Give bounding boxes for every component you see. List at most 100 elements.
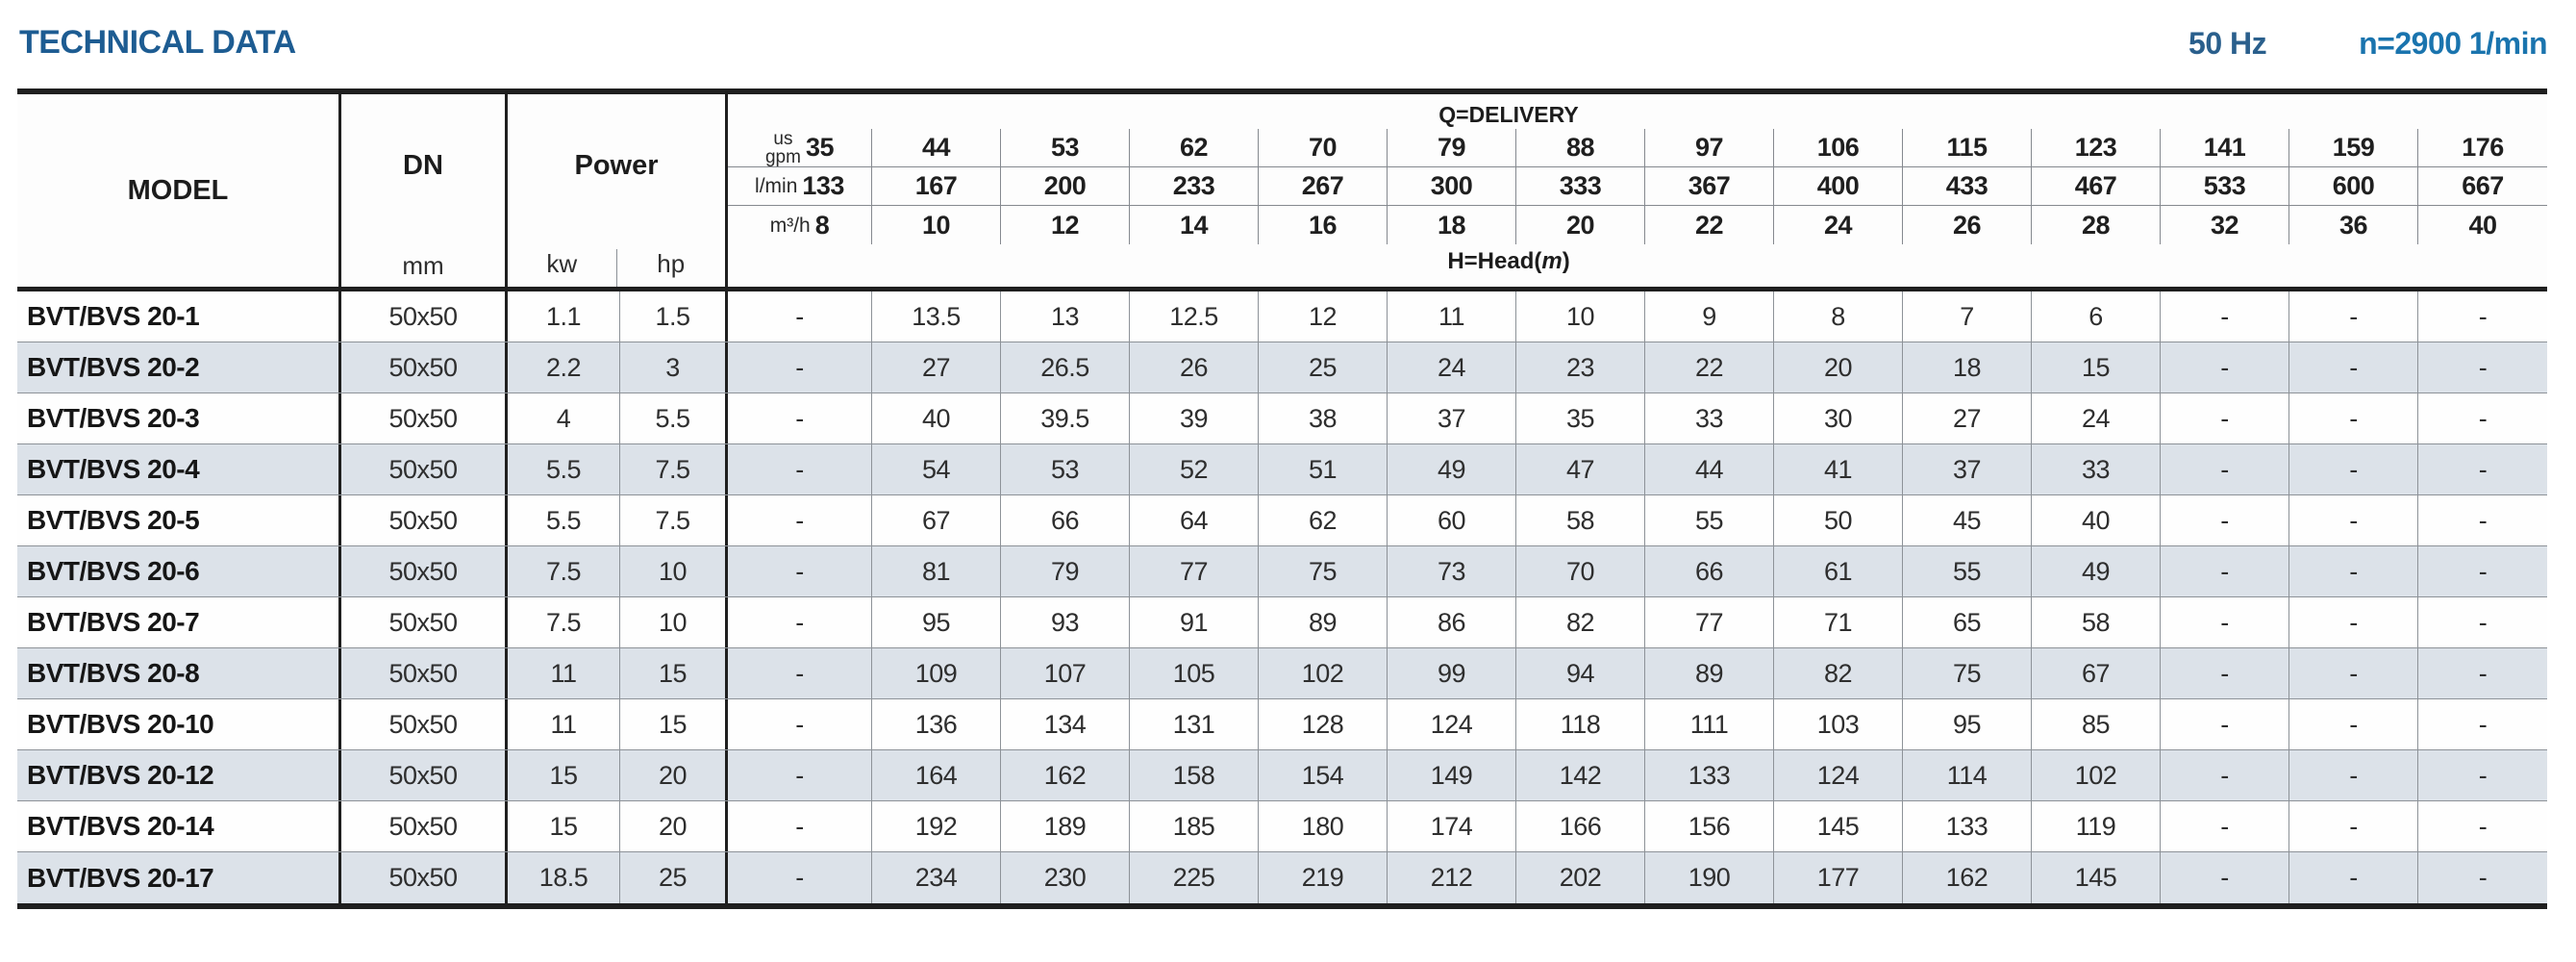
delivery-value: 12 (1050, 210, 1080, 240)
head-value-cell: 38 (1259, 393, 1388, 443)
head-value-cell: 58 (2032, 597, 2161, 647)
head-value-cell: - (2478, 760, 2488, 790)
delivery-value: 44 (921, 133, 951, 162)
unit-label: m³/h (769, 214, 811, 237)
delivery-header-cell: 600 (2289, 167, 2418, 205)
head-unit-label: H=Head(m) (1447, 248, 1570, 274)
head-value-cell: - (2289, 852, 2418, 903)
dn-cell: 50x50 (341, 342, 508, 392)
dn-cell: 50x50 (341, 699, 508, 749)
power-hp-cell: 25 (620, 852, 728, 903)
head-value-cell: 133 (1903, 801, 2032, 851)
model-cell: BVT/BVS 20-7 (17, 597, 341, 647)
head-value-cell: 158 (1130, 750, 1259, 800)
head-value-cell: 54 (872, 444, 1001, 494)
frequency-label: 50 Hz (2188, 26, 2267, 61)
delivery-header-cell: 267 (1259, 167, 1388, 205)
delivery-header-cell: 233 (1130, 167, 1259, 205)
delivery-header-cell: 62 (1130, 129, 1259, 166)
head-value-cell: 26 (1130, 342, 1259, 392)
head-value-cell: 64 (1130, 495, 1259, 545)
head-value-cell: - (728, 495, 872, 545)
delivery-row-m3h: m³/h 8 10 12 14 16 18 20 22 24 26 28 32 36 40 (728, 206, 2547, 244)
head-value-cell: 177 (1774, 852, 1903, 903)
delivery-header-cell: 433 (1903, 167, 2032, 205)
dn-cell: 50x50 (341, 801, 508, 851)
table-row: BVT/BVS 20-5 50x50 5.5 7.5-67 66 64 62 60 58 55 50… (17, 495, 2547, 546)
head-value-cell: - (728, 699, 872, 749)
head-value-cell: 15 (2032, 342, 2161, 392)
delivery-header-cell: 28 (2032, 206, 2161, 244)
head-value-cell: - (728, 597, 872, 647)
head-value-cell: 70 (1516, 546, 1645, 596)
power-hp-cell: 15 (620, 648, 728, 698)
delivery-header-cell: 20 (1516, 206, 1645, 244)
dn-cell: 50x50 (341, 393, 508, 443)
dn-cell: 50x50 (341, 546, 508, 596)
head-value-cell: 192 (872, 801, 1001, 851)
head-value-cell: 60 (1388, 495, 1516, 545)
head-value-cell: - (2161, 801, 2289, 851)
power-hp-cell: 3 (620, 342, 728, 392)
head-value-cell: - (728, 750, 872, 800)
delivery-value: 167 (914, 171, 958, 200)
power-hp-cell: 10 (620, 597, 728, 647)
delivery-value: 14 (1179, 210, 1209, 240)
power-kw-cell: 11 (508, 699, 620, 749)
head-value-cell: - (2289, 801, 2418, 851)
head-value-cell: 10 (1516, 291, 1645, 342)
head-value-cell: 164 (872, 750, 1001, 800)
model-cell: BVT/BVS 20-8 (17, 648, 341, 698)
power-hp-cell: 20 (620, 750, 728, 800)
head-value-cell: 230 (1001, 852, 1130, 903)
model-cell: BVT/BVS 20-2 (17, 342, 341, 392)
table-header: MODEL DN mm Power kw hp Q=DELIVERY us gpm… (17, 94, 2547, 291)
head-value-cell: 102 (1259, 648, 1388, 698)
power-hp-cell: 7.5 (620, 444, 728, 494)
head-value-cell: 73 (1388, 546, 1516, 596)
dn-cell: 50x50 (341, 444, 508, 494)
column-header-delivery: Q=DELIVERY us gpm 35 44 53 62 70 79 88 97 106 115 12… (728, 94, 2547, 287)
head-value-cell: 79 (1001, 546, 1130, 596)
delivery-header-cell: 200 (1001, 167, 1130, 205)
delivery-value: 300 (1430, 171, 1473, 200)
head-value-cell: 62 (1259, 495, 1388, 545)
head-value-cell: - (728, 393, 872, 443)
head-value-cell: - (728, 342, 872, 392)
head-value-cell: - (2161, 852, 2289, 903)
table-row: BVT/BVS 20-2 50x50 2.2 3-27 26.5 26 25 24 23 22 20… (17, 342, 2547, 393)
head-value-cell: 166 (1516, 801, 1645, 851)
delivery-header-cell: 333 (1516, 167, 1645, 205)
head-value-cell: 52 (1130, 444, 1259, 494)
column-header-power: Power kw hp (508, 94, 728, 287)
head-value-cell: 13.5 (872, 291, 1001, 342)
delivery-value: 97 (1694, 133, 1724, 162)
head-value-cell: 49 (1388, 444, 1516, 494)
head-value-cell: 37 (1903, 444, 2032, 494)
head-value-cell: 39 (1130, 393, 1259, 443)
head-value-cell: 174 (1388, 801, 1516, 851)
delivery-value: 333 (1559, 171, 1602, 200)
delivery-value: 176 (2462, 133, 2504, 162)
head-value-cell: - (2161, 444, 2289, 494)
table-row: BVT/BVS 20-1 50x50 1.1 1.5-13.5 13 12.5 12 11 10… (17, 291, 2547, 342)
power-hp-cell: 5.5 (620, 393, 728, 443)
power-unit-kw: kw (508, 249, 617, 287)
delivery-value: 367 (1688, 171, 1731, 200)
delivery-value: 106 (1816, 133, 1860, 162)
head-value-cell: - (2161, 699, 2289, 749)
head-value-cell: - (2161, 393, 2289, 443)
dn-cell: 50x50 (341, 291, 508, 342)
delivery-value: 70 (1308, 133, 1338, 162)
head-value-cell: 156 (1645, 801, 1774, 851)
power-kw-cell: 1.1 (508, 291, 620, 342)
delivery-row-gpm: us gpm 35 44 53 62 70 79 88 97 106 115 123 141 159 176 (728, 129, 2547, 167)
head-value-cell: 118 (1516, 699, 1645, 749)
head-value-cell: - (2289, 546, 2418, 596)
head-value-cell: 23 (1516, 342, 1645, 392)
delivery-value: 400 (1816, 171, 1860, 200)
head-value-cell: 81 (872, 546, 1001, 596)
head-value-cell: 51 (1259, 444, 1388, 494)
head-value-cell: 145 (2032, 852, 2161, 903)
delivery-value: 10 (921, 210, 951, 240)
